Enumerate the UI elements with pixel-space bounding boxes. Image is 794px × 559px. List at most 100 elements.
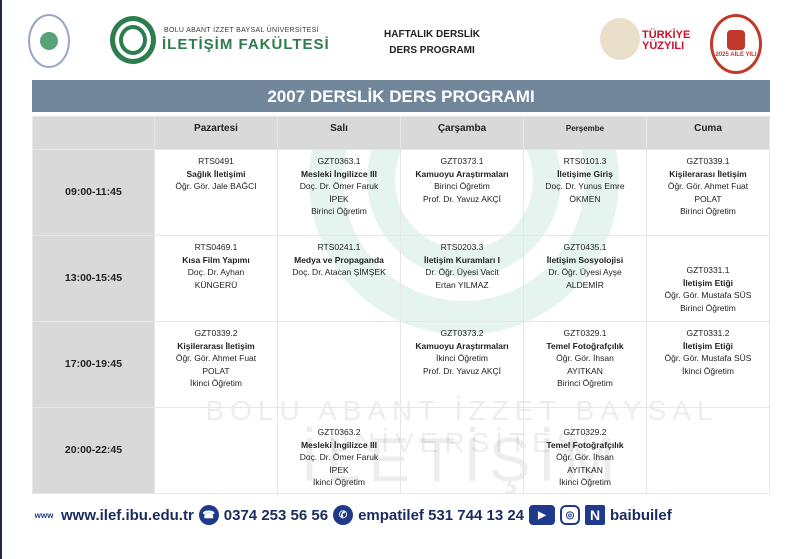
corner-cell [32,116,155,150]
day-header: Cuma [646,116,770,150]
course-detail: Prof. Dr. Yavuz AKÇİ [422,365,502,376]
course-detail: Dr. Öğr. Üyesi Ayşe [548,267,622,277]
aile-yili-text: 2025 AİLE YILI [715,51,757,58]
doc-title-line1: HAFTALIK DERSLİK [384,29,480,40]
course-detail: İPEK [329,464,349,475]
course-code: RTS0101.3 [563,156,607,166]
course-detail: Doç. Dr. Atacan ŞİMŞEK [292,267,386,277]
time-slot-row: 09:00-11:45 RTS0491 Sağlık İletişimi Öğr. G… [32,149,770,236]
course-detail: İkinci Öğretim [559,477,611,487]
course-name: Kısa Film Yapımı [182,254,250,265]
course-detail: Doç. Dr. Yunus Emre [545,181,625,191]
course-detail: Birinci Öğretim [434,181,490,191]
nsosyal-icon[interactable]: N [585,505,606,525]
class-cell: GZT0363.1 Mesleki İngilizce III Doç. Dr. Ö… [277,149,401,236]
course-name: Sağlık İletişimi [186,168,246,179]
time-slot: 20:00-22:45 [32,407,155,494]
time-slot: 13:00-15:45 [32,235,155,322]
course-code: GZT0339.2 [194,328,238,338]
faculty-name: İLETİŞİM FAKÜLTESİ [162,36,330,53]
course-detail: Öğr. Gör. Mustafa SÜS [664,290,752,300]
class-cell: GZT0329.1 Temel Fotoğrafçılık Öğr. Gör. İh… [523,321,647,408]
course-detail: AYITKAN [567,365,603,376]
course-name: Temel Fotoğrafçılık [546,340,624,351]
course-name: Kamuoyu Araştırmaları [415,168,509,179]
class-cell: RTS0491 Sağlık İletişimi Öğr. Gör. Jale BA… [154,149,278,236]
footer-contacts: www www.ilef.ibu.edu.tr ☎ 0374 253 56 56… [32,503,672,527]
course-detail: Öğr. Gör. Mustafa SÜS [664,353,752,363]
course-name: Mesleki İngilizce III [300,439,378,450]
university-logo [28,14,70,68]
class-cell: GZT0373.2 Kamuoyu Araştırmaları İkinci Öğr… [400,321,524,408]
phone-number: 0374 253 56 56 [223,506,329,524]
course-name: İletişim Etiği [682,277,734,288]
course-detail: Öğr. Gör. Ahmet Fuat [175,353,257,363]
family-hands-icon [727,29,745,50]
course-name: Kişilerarası İletişim [177,340,255,351]
course-code: GZT0329.2 [563,427,607,437]
time-slot: 09:00-11:45 [32,149,155,236]
course-code: GZT0331.2 [686,328,730,338]
instagram-icon[interactable]: ◎ [560,505,581,525]
day-header: Perşembe [523,116,647,150]
course-detail: Prof. Dr. Yavuz AKÇİ [422,193,502,204]
time-slot-row: 13:00-15:45 RTS0469.1 Kısa Film Yapımı Doç.… [32,235,770,322]
schedule-title: 2007 DERSLİK DERS PROGRAMI [32,80,770,112]
course-detail: İkinci Öğretim [682,365,734,376]
empty-cell [154,407,278,494]
course-detail: ALDEMİR [566,279,604,290]
class-cell: RTS0469.1 Kısa Film Yapımı Doç. Dr. Ayhan K… [154,235,278,322]
course-detail: Dr. Öğr. Üyesi Vacit [425,267,499,277]
whatsapp-icon: ✆ [333,505,354,525]
time-slot: 17:00-19:45 [32,321,155,408]
course-code: RTS0469.1 [194,242,238,252]
course-code: GZT0363.2 [317,427,361,437]
course-detail: Öğr. Gör. Jale BAĞCI [175,181,257,191]
phone-icon: ☎ [198,505,219,525]
course-code: GZT0329.1 [563,328,607,338]
empty-cell [646,407,770,494]
website-link[interactable]: www.ilef.ibu.edu.tr [61,506,194,524]
course-code: GZT0363.1 [317,156,361,166]
social-handle: baibuilef [610,506,672,524]
schedule-table: Pazartesi Salı Çarşamba Perşembe Cuma 09:00-… [32,116,770,494]
university-name: BOLU ABANT İZZET BAYSAL ÜNİVERSİTESİ [164,27,319,34]
class-cell: GZT0329.2 Temel Fotoğrafçılık Öğr. Gör. İh… [523,407,647,494]
document-title: HAFTALIK DERSLİK DERS PROGRAMI [372,27,492,59]
course-name: Medya ve Propaganda [294,254,384,265]
ty-line1: TÜRKİYE [642,29,691,41]
course-name: İletişim Etiği [682,340,734,351]
course-code: GZT0331.1 [686,265,730,275]
turkiye-yuzyili-text: TÜRKİYE YÜZYILI [642,30,690,52]
faculty-logo-icon [110,16,156,64]
turkiye-yuzyili-logo [600,18,640,60]
course-name: İletişim Kuramları I [423,254,501,265]
course-detail: Öğr. Gör. İhsan [556,353,614,363]
course-name: İletişim Sosyolojisi [546,254,624,265]
doc-title-line2: DERS PROGRAMI [389,45,475,56]
class-cell: GZT0373.1 Kamuoyu Araştırmaları Birinci Öğ… [400,149,524,236]
course-detail: İkinci Öğretim [313,477,365,487]
page-header: BOLU ABANT İZZET BAYSAL ÜNİVERSİTESİ İLE… [2,0,794,78]
course-name: Mesleki İngilizce III [300,168,378,179]
class-cell: GZT0331.2 İletişim Etiği Öğr. Gör. Mustafa… [646,321,770,408]
aile-yili-logo: 2025 AİLE YILI [710,14,762,74]
course-code: GZT0435.1 [563,242,607,252]
day-header: Pazartesi [154,116,278,150]
course-name: Kişilerarası İletişim [669,168,747,179]
course-detail: AYITKAN [567,464,603,475]
youtube-icon[interactable]: ▶ [529,505,556,525]
course-detail: Öğr. Gör. Ahmet Fuat [667,181,749,191]
course-detail: Birinci Öğretim [311,206,367,216]
course-detail: İPEK [329,193,349,204]
day-header: Salı [277,116,401,150]
course-code: RTS0241.1 [317,242,361,252]
course-detail: Ertan YILMAZ [435,279,489,290]
course-detail: Birinci Öğretim [557,378,613,388]
class-cell: GZT0363.2 Mesleki İngilizce III Doç. Dr. Ö… [277,407,401,494]
course-detail: İkinci Öğretim [190,378,242,388]
class-cell: GZT0339.2 Kişilerarası İletişim Öğr. Gör. … [154,321,278,408]
course-detail: POLAT [202,365,230,376]
course-name: Temel Fotoğrafçılık [546,439,624,450]
course-code: GZT0339.1 [686,156,730,166]
